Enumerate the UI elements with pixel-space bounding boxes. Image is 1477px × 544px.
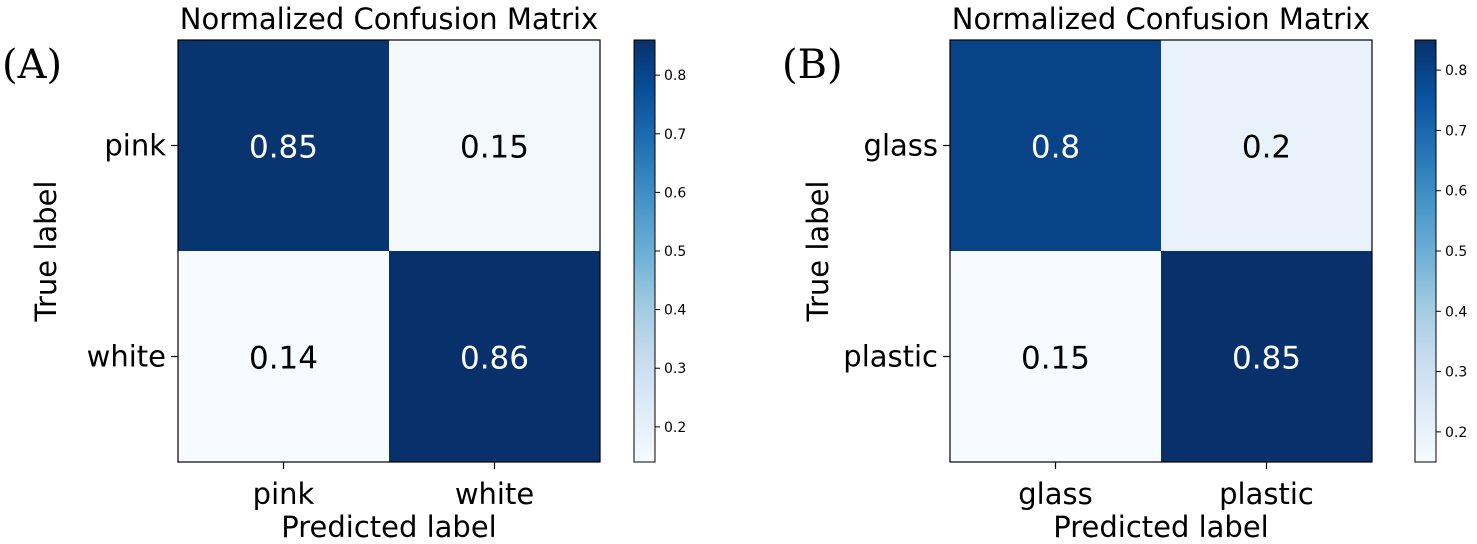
y-tick-label-0: pink bbox=[104, 129, 166, 163]
y-tick-label-1: plastic bbox=[843, 340, 938, 374]
x-axis-label: Predicted label bbox=[281, 510, 497, 544]
chart-title: Normalized Confusion Matrix bbox=[952, 2, 1370, 36]
heatmap-cell-0-1 bbox=[389, 40, 600, 251]
panel-a: (A) Normalized Confusion Matrix 0.85 0.15 0.… bbox=[2, 2, 686, 544]
y-axis-label: True label bbox=[801, 181, 835, 323]
colorbar-tick-label-0: 0.2 bbox=[664, 420, 686, 436]
x-tick-label-1: white bbox=[455, 477, 534, 511]
colorbar bbox=[633, 39, 656, 463]
cell-value-1-1: 0.85 bbox=[1232, 341, 1301, 377]
x-axis-label: Predicted label bbox=[1053, 510, 1269, 544]
heatmap-cell-0-1 bbox=[1161, 40, 1372, 251]
chart-title: Normalized Confusion Matrix bbox=[180, 2, 598, 36]
x-tick-label-1: plastic bbox=[1219, 477, 1314, 511]
colorbar-tick-label-3: 0.5 bbox=[664, 244, 686, 260]
y-tick-label-1: white bbox=[87, 340, 166, 374]
cell-value-1-1: 0.86 bbox=[460, 341, 529, 377]
panel-b: (B) Normalized Confusion Matrix 0.8 0.2 0.15… bbox=[782, 2, 1467, 544]
cell-value-1-0: 0.14 bbox=[249, 341, 318, 377]
heatmap-cell-1-1 bbox=[389, 251, 600, 462]
colorbar-tick-label-1: 0.3 bbox=[1445, 365, 1467, 381]
colorbar-tick-label-5: 0.7 bbox=[664, 127, 686, 143]
colorbar-tick-label-1: 0.3 bbox=[664, 361, 686, 377]
colorbar-tick-label-4: 0.6 bbox=[664, 185, 686, 201]
colorbar-tick-label-0: 0.2 bbox=[1445, 425, 1467, 441]
colorbar-tick-label-5: 0.7 bbox=[1445, 123, 1467, 139]
colorbar-tick-label-6: 0.8 bbox=[1445, 63, 1467, 79]
x-tick-label-0: pink bbox=[253, 477, 315, 511]
colorbar-tick-label-6: 0.8 bbox=[664, 68, 686, 84]
cell-value-1-0: 0.15 bbox=[1021, 341, 1090, 377]
panel-label: (B) bbox=[782, 42, 843, 88]
x-tick-label-0: glass bbox=[1018, 477, 1092, 511]
cell-value-0-0: 0.8 bbox=[1031, 130, 1080, 166]
heatmap-cell-1-0 bbox=[178, 251, 389, 462]
colorbar-tick-label-3: 0.5 bbox=[1445, 244, 1467, 260]
colorbar-tick-label-2: 0.4 bbox=[1445, 304, 1467, 320]
y-tick-label-0: glass bbox=[864, 129, 938, 163]
cell-value-0-1: 0.15 bbox=[460, 130, 529, 166]
panel-label: (A) bbox=[2, 42, 62, 88]
y-axis-label: True label bbox=[29, 181, 63, 323]
heatmap-cell-1-0 bbox=[950, 251, 1161, 462]
heatmap-cell-0-0 bbox=[178, 40, 389, 251]
cell-value-0-0: 0.85 bbox=[249, 130, 318, 166]
heatmap-cell-1-1 bbox=[1161, 251, 1372, 462]
colorbar-tick-label-2: 0.4 bbox=[664, 303, 686, 319]
matrix-frame bbox=[177, 39, 601, 463]
colorbar bbox=[1414, 39, 1437, 463]
heatmap-cell-0-0 bbox=[950, 40, 1161, 251]
cell-value-0-1: 0.2 bbox=[1242, 130, 1291, 166]
colorbar-tick-label-4: 0.6 bbox=[1445, 184, 1467, 200]
matrix-frame bbox=[949, 39, 1373, 463]
